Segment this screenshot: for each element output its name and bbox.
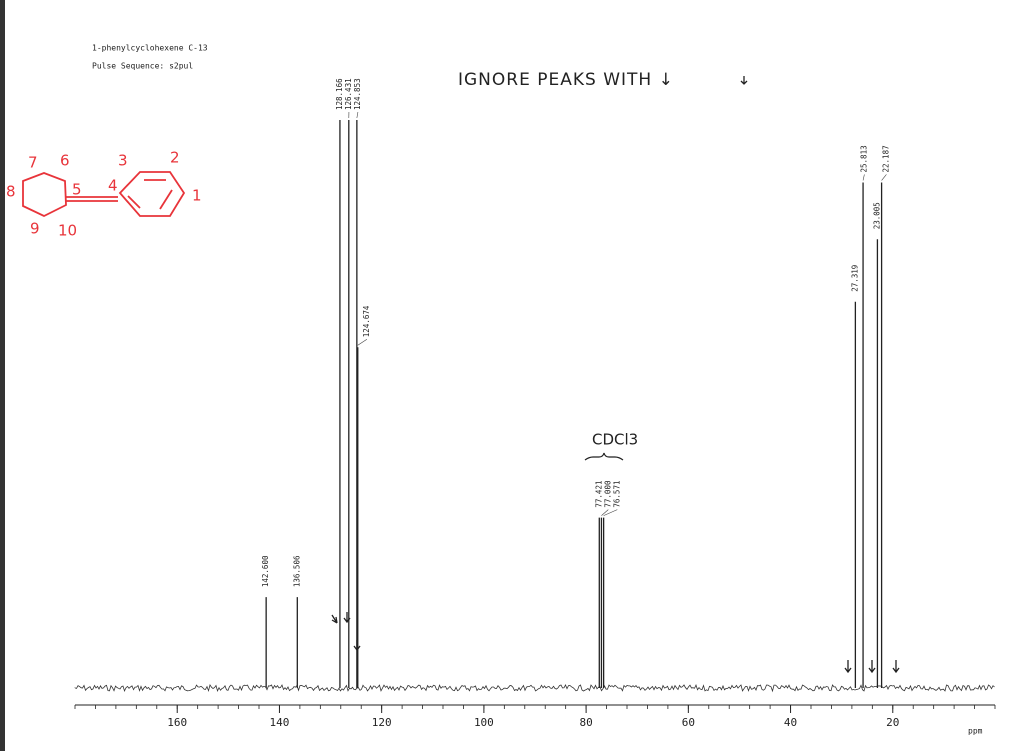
x-tick-label: 60 xyxy=(682,716,695,729)
solvent-label: CDCl3 xyxy=(592,431,638,449)
label-leader xyxy=(882,174,887,180)
x-tick-label: 80 xyxy=(579,716,592,729)
atom-number: 3 xyxy=(118,152,128,170)
atom-number: 8 xyxy=(6,183,16,201)
scan-edge xyxy=(0,0,5,751)
atom-number: 2 xyxy=(170,149,180,167)
peak-label: 124.853 xyxy=(353,78,362,110)
x-tick-label: 160 xyxy=(167,716,187,729)
atom-number: 9 xyxy=(30,220,40,238)
peak-label: 23.005 xyxy=(872,202,881,229)
x-tick-label: 100 xyxy=(474,716,494,729)
x-tick-label: 20 xyxy=(886,716,899,729)
peak-label: 142.600 xyxy=(261,555,270,587)
structure xyxy=(23,172,184,216)
ignore-arrows xyxy=(332,76,899,672)
atom-number: 7 xyxy=(28,154,38,172)
label-leader xyxy=(357,112,358,118)
peak-label: 126.431 xyxy=(344,78,353,110)
peak-label: 25.813 xyxy=(859,145,868,172)
atom-number: 1 xyxy=(192,187,202,205)
annotation: IGNORE PEAKS WITH ↓ xyxy=(458,70,674,90)
x-tick-label: 40 xyxy=(784,716,797,729)
x-axis-label: ppm xyxy=(968,727,983,736)
peak-label: 136.506 xyxy=(292,555,301,587)
peak-label: 77.421 xyxy=(594,481,603,508)
label-leader xyxy=(863,174,864,180)
label-leader xyxy=(358,339,367,345)
baseline-noise xyxy=(75,685,995,691)
chart-subtitle: Pulse Sequence: s2pul xyxy=(92,62,193,71)
peak-label: 76.571 xyxy=(612,481,621,508)
solvent-brace xyxy=(585,453,623,460)
label-leader xyxy=(601,510,608,516)
chart-title: 1-phenylcyclohexene C-13 xyxy=(92,44,208,53)
peak-label: 27.319 xyxy=(850,265,859,292)
atom-number: 10 xyxy=(58,222,77,240)
x-tick-label: 120 xyxy=(372,716,392,729)
peak-label: 124.674 xyxy=(362,305,371,337)
atom-number: 4 xyxy=(108,177,118,195)
peak-label: 128.166 xyxy=(335,78,344,110)
label-leader xyxy=(604,510,618,516)
x-tick-label: 140 xyxy=(270,716,290,729)
peak-label: 22.187 xyxy=(881,145,890,172)
atom-number: 5 xyxy=(72,181,82,199)
atom-number: 6 xyxy=(60,152,70,170)
peak-label: 77.000 xyxy=(603,480,612,508)
